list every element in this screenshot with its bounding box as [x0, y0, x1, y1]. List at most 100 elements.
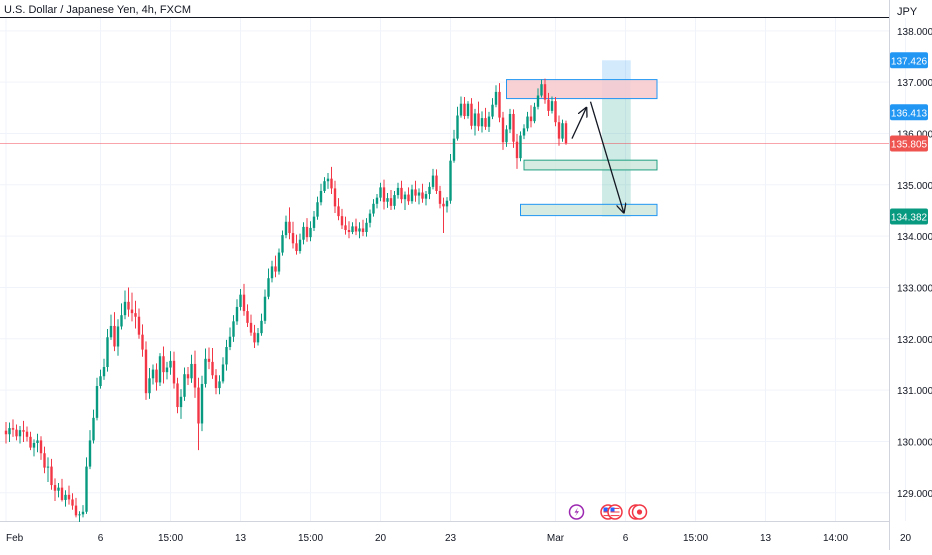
candle-down [11, 428, 15, 430]
price-tag-label: 134.382 [891, 213, 928, 224]
candle-up [452, 138, 456, 161]
candle-up [466, 103, 470, 117]
candle-up [235, 306, 239, 322]
candle-down [515, 141, 519, 159]
candle-up [204, 358, 207, 384]
x-tick-label: 20 [900, 533, 912, 544]
candle-down [197, 387, 200, 424]
candle-up [508, 113, 512, 130]
candle-down [337, 206, 340, 217]
candle-down [414, 189, 417, 196]
candle-up [18, 430, 22, 437]
candle-down [557, 122, 561, 139]
candle-up [533, 106, 536, 122]
candle-up [519, 135, 522, 159]
candle-up [445, 200, 449, 207]
candle-up [365, 222, 368, 233]
y-tick-label: 133.000 [897, 283, 932, 294]
candle-up [284, 221, 288, 236]
candle-up [319, 190, 323, 203]
support-zone-lower [520, 203, 658, 217]
candle-down [186, 374, 190, 379]
candle-down [407, 194, 410, 202]
candle-up [64, 494, 67, 500]
candle-up [540, 84, 543, 96]
price-tag [890, 208, 928, 225]
price-tag [890, 104, 928, 121]
candle-up [99, 376, 102, 387]
candle-down [340, 216, 344, 226]
candle-up [536, 95, 540, 107]
candle-up [302, 226, 305, 240]
candle-up [393, 195, 396, 206]
candle-up [81, 511, 85, 515]
candle-up [323, 181, 326, 191]
candle-up [228, 336, 232, 348]
candle-up [179, 396, 183, 408]
candle-up [494, 91, 498, 105]
us-flag-icon [607, 504, 623, 520]
candle-up [123, 301, 127, 316]
candle-down [134, 313, 137, 317]
candle-up [183, 374, 186, 397]
candle-up [396, 187, 400, 196]
candle-up [78, 514, 81, 516]
japan-flag-icon [631, 504, 648, 520]
candle-up [165, 367, 169, 373]
candle-up [379, 187, 382, 198]
candle-up [473, 113, 477, 126]
projection-arrow [571, 108, 586, 139]
candle-up [151, 369, 155, 379]
candle-down [162, 356, 165, 373]
candle-down [274, 266, 277, 272]
candle-down [155, 369, 158, 383]
candle-up [148, 378, 151, 394]
candle-down [214, 375, 218, 389]
candle-up [277, 252, 281, 272]
lightning-icon [568, 504, 585, 520]
y-tick-label: 132.000 [897, 335, 932, 346]
x-tick-label: 20 [375, 533, 387, 544]
candle-down [193, 363, 197, 388]
candle-down [141, 334, 144, 350]
candle-up [410, 189, 414, 202]
candle-up [169, 360, 172, 368]
candle-down [470, 103, 473, 126]
candle-down [53, 485, 57, 491]
candle-down [512, 113, 515, 142]
candle-up [95, 386, 99, 418]
candle-down [442, 203, 445, 207]
candle-down [295, 243, 298, 252]
candle-up [32, 442, 36, 448]
candle-down [333, 188, 337, 207]
candle-down [484, 118, 487, 127]
candle-up [36, 440, 39, 443]
candle-down [477, 113, 480, 127]
candle-up [200, 383, 204, 424]
price-tag [890, 135, 928, 152]
candle-down [463, 103, 466, 117]
x-tick-label: 6 [98, 533, 104, 544]
candle-up [561, 123, 564, 139]
candle-down [547, 99, 550, 111]
candle-up [263, 296, 267, 321]
candle-down [4, 430, 8, 435]
candle-up [372, 203, 375, 214]
support-zone-upper [523, 159, 658, 171]
candle-down [382, 187, 386, 202]
candle-up [375, 197, 379, 204]
us-flag-canton [603, 507, 608, 512]
candle-up [8, 428, 11, 435]
candle-down [543, 84, 547, 100]
x-tick-label: 14:00 [823, 533, 848, 544]
candle-up [487, 116, 491, 127]
candle-up [239, 294, 242, 307]
candle-up [358, 228, 361, 232]
candle-up [459, 103, 463, 116]
candle-up [102, 367, 106, 377]
x-tick-label: 13 [235, 533, 247, 544]
candle-down [305, 226, 309, 238]
candle-down [330, 178, 333, 189]
